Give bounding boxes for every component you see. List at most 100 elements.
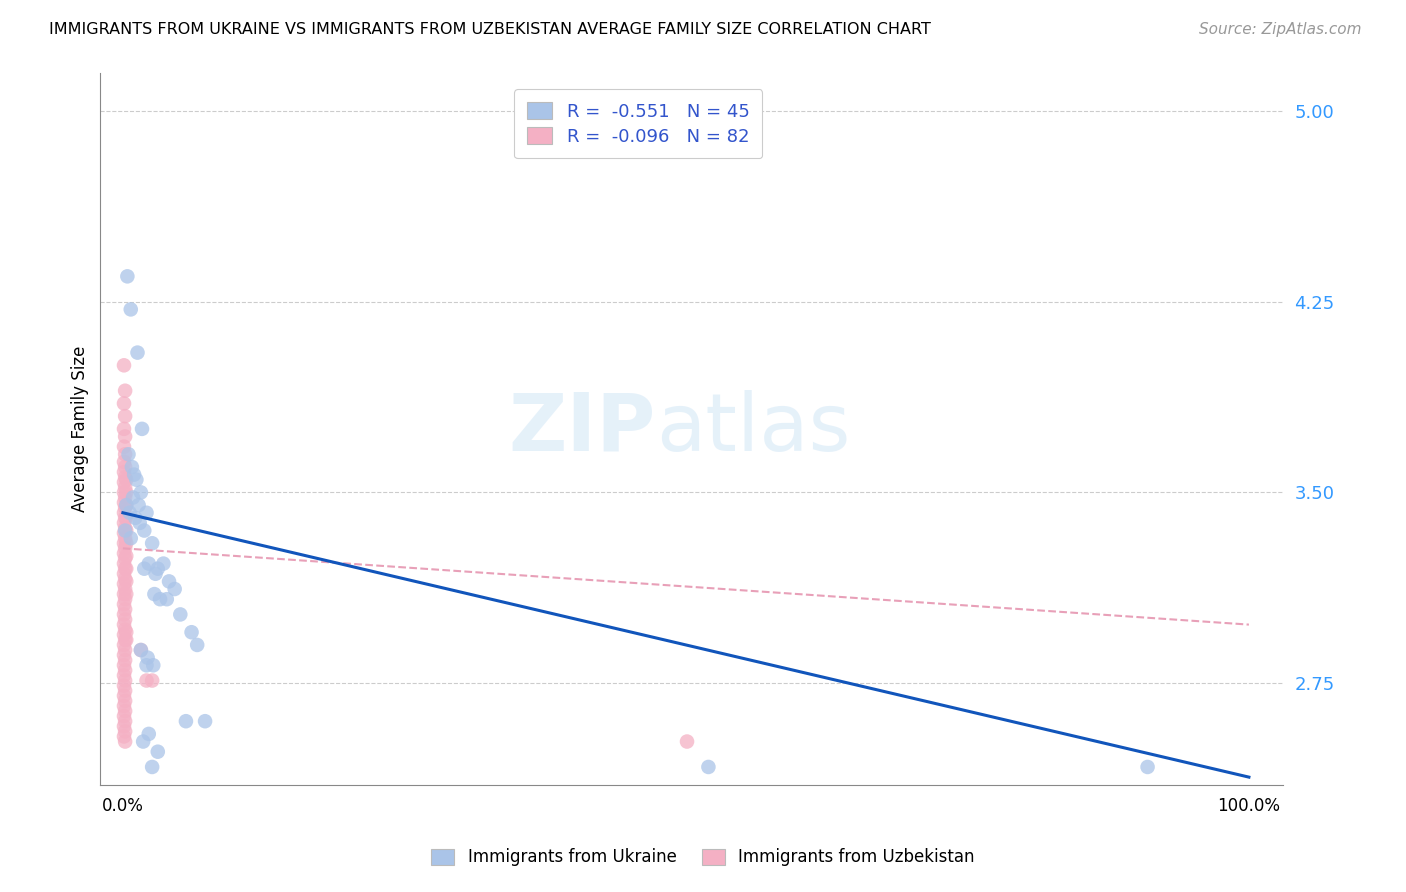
Point [112,475,135,490]
Point [112,628,135,642]
Point [114,460,136,475]
Point [149,592,172,607]
Point [114,623,136,637]
Point [134,524,156,538]
Point [112,557,135,571]
Point [114,704,136,718]
Point [112,638,135,652]
Point [141,673,163,688]
Point [114,551,136,566]
Point [112,526,135,541]
Point [112,658,135,673]
Point [115,549,138,563]
Point [112,597,135,611]
Point [141,536,163,550]
Point [114,664,136,678]
Point [114,447,136,461]
Point [112,709,135,723]
Point [115,574,138,589]
Point [114,632,136,647]
Point [125,473,148,487]
Legend: R =  -0.551   N = 45, R =  -0.096   N = 82: R = -0.551 N = 45, R = -0.096 N = 82 [515,89,762,159]
Text: ZIP: ZIP [509,390,657,468]
Point [112,506,135,520]
Point [114,524,136,538]
Point [136,650,159,665]
Point [112,455,135,469]
Point [112,679,135,693]
Point [180,625,202,640]
Point [134,562,156,576]
Point [132,734,155,748]
Point [114,562,136,576]
Point [117,447,139,461]
Point [174,714,197,729]
Point [112,617,135,632]
Point [157,574,180,589]
Point [115,536,138,550]
Point [114,470,136,484]
Point [128,498,150,512]
Point [117,269,139,284]
Point [112,465,135,479]
Point [115,562,138,576]
Point [122,467,145,482]
Point [129,643,152,657]
Point [114,673,136,688]
Text: IMMIGRANTS FROM UKRAINE VS IMMIGRANTS FROM UZBEKISTAN AVERAGE FAMILY SIZE CORREL: IMMIGRANTS FROM UKRAINE VS IMMIGRANTS FR… [49,22,931,37]
Point [114,572,136,586]
Point [120,302,142,317]
Point [128,516,150,530]
Point [112,577,135,591]
Y-axis label: Average Family Size: Average Family Size [72,346,89,512]
Point [120,531,142,545]
Point [112,536,135,550]
Text: Source: ZipAtlas.com: Source: ZipAtlas.com [1198,22,1361,37]
Point [112,607,135,622]
Point [114,409,136,424]
Point [115,498,138,512]
Point [114,653,136,667]
Point [114,714,136,729]
Point [138,727,160,741]
Point [131,422,153,436]
Point [114,521,136,535]
Point [115,632,138,647]
Legend: Immigrants from Ukraine, Immigrants from Uzbekistan: Immigrants from Ukraine, Immigrants from… [425,842,981,873]
Point [112,516,135,530]
Point [121,460,143,475]
Point [114,531,136,545]
Point [114,602,136,616]
Point [112,495,135,509]
Point [129,485,152,500]
Point [152,557,174,571]
Point [156,592,179,607]
Point [115,524,138,538]
Point [135,658,157,673]
Point [114,384,136,398]
Point [194,714,217,729]
Point [146,745,169,759]
Point [163,582,186,596]
Point [143,587,166,601]
Point [115,625,138,640]
Point [124,511,146,525]
Point [129,643,152,657]
Point [112,359,135,373]
Point [169,607,191,622]
Point [122,491,145,505]
Text: atlas: atlas [657,390,851,468]
Point [112,546,135,560]
Point [114,429,136,443]
Point [114,694,136,708]
Point [114,613,136,627]
Point [115,473,138,487]
Point [112,422,135,436]
Point [114,491,136,505]
Point [115,485,138,500]
Point [115,511,138,525]
Point [114,541,136,556]
Point [114,683,136,698]
Point [112,719,135,733]
Point [112,485,135,500]
